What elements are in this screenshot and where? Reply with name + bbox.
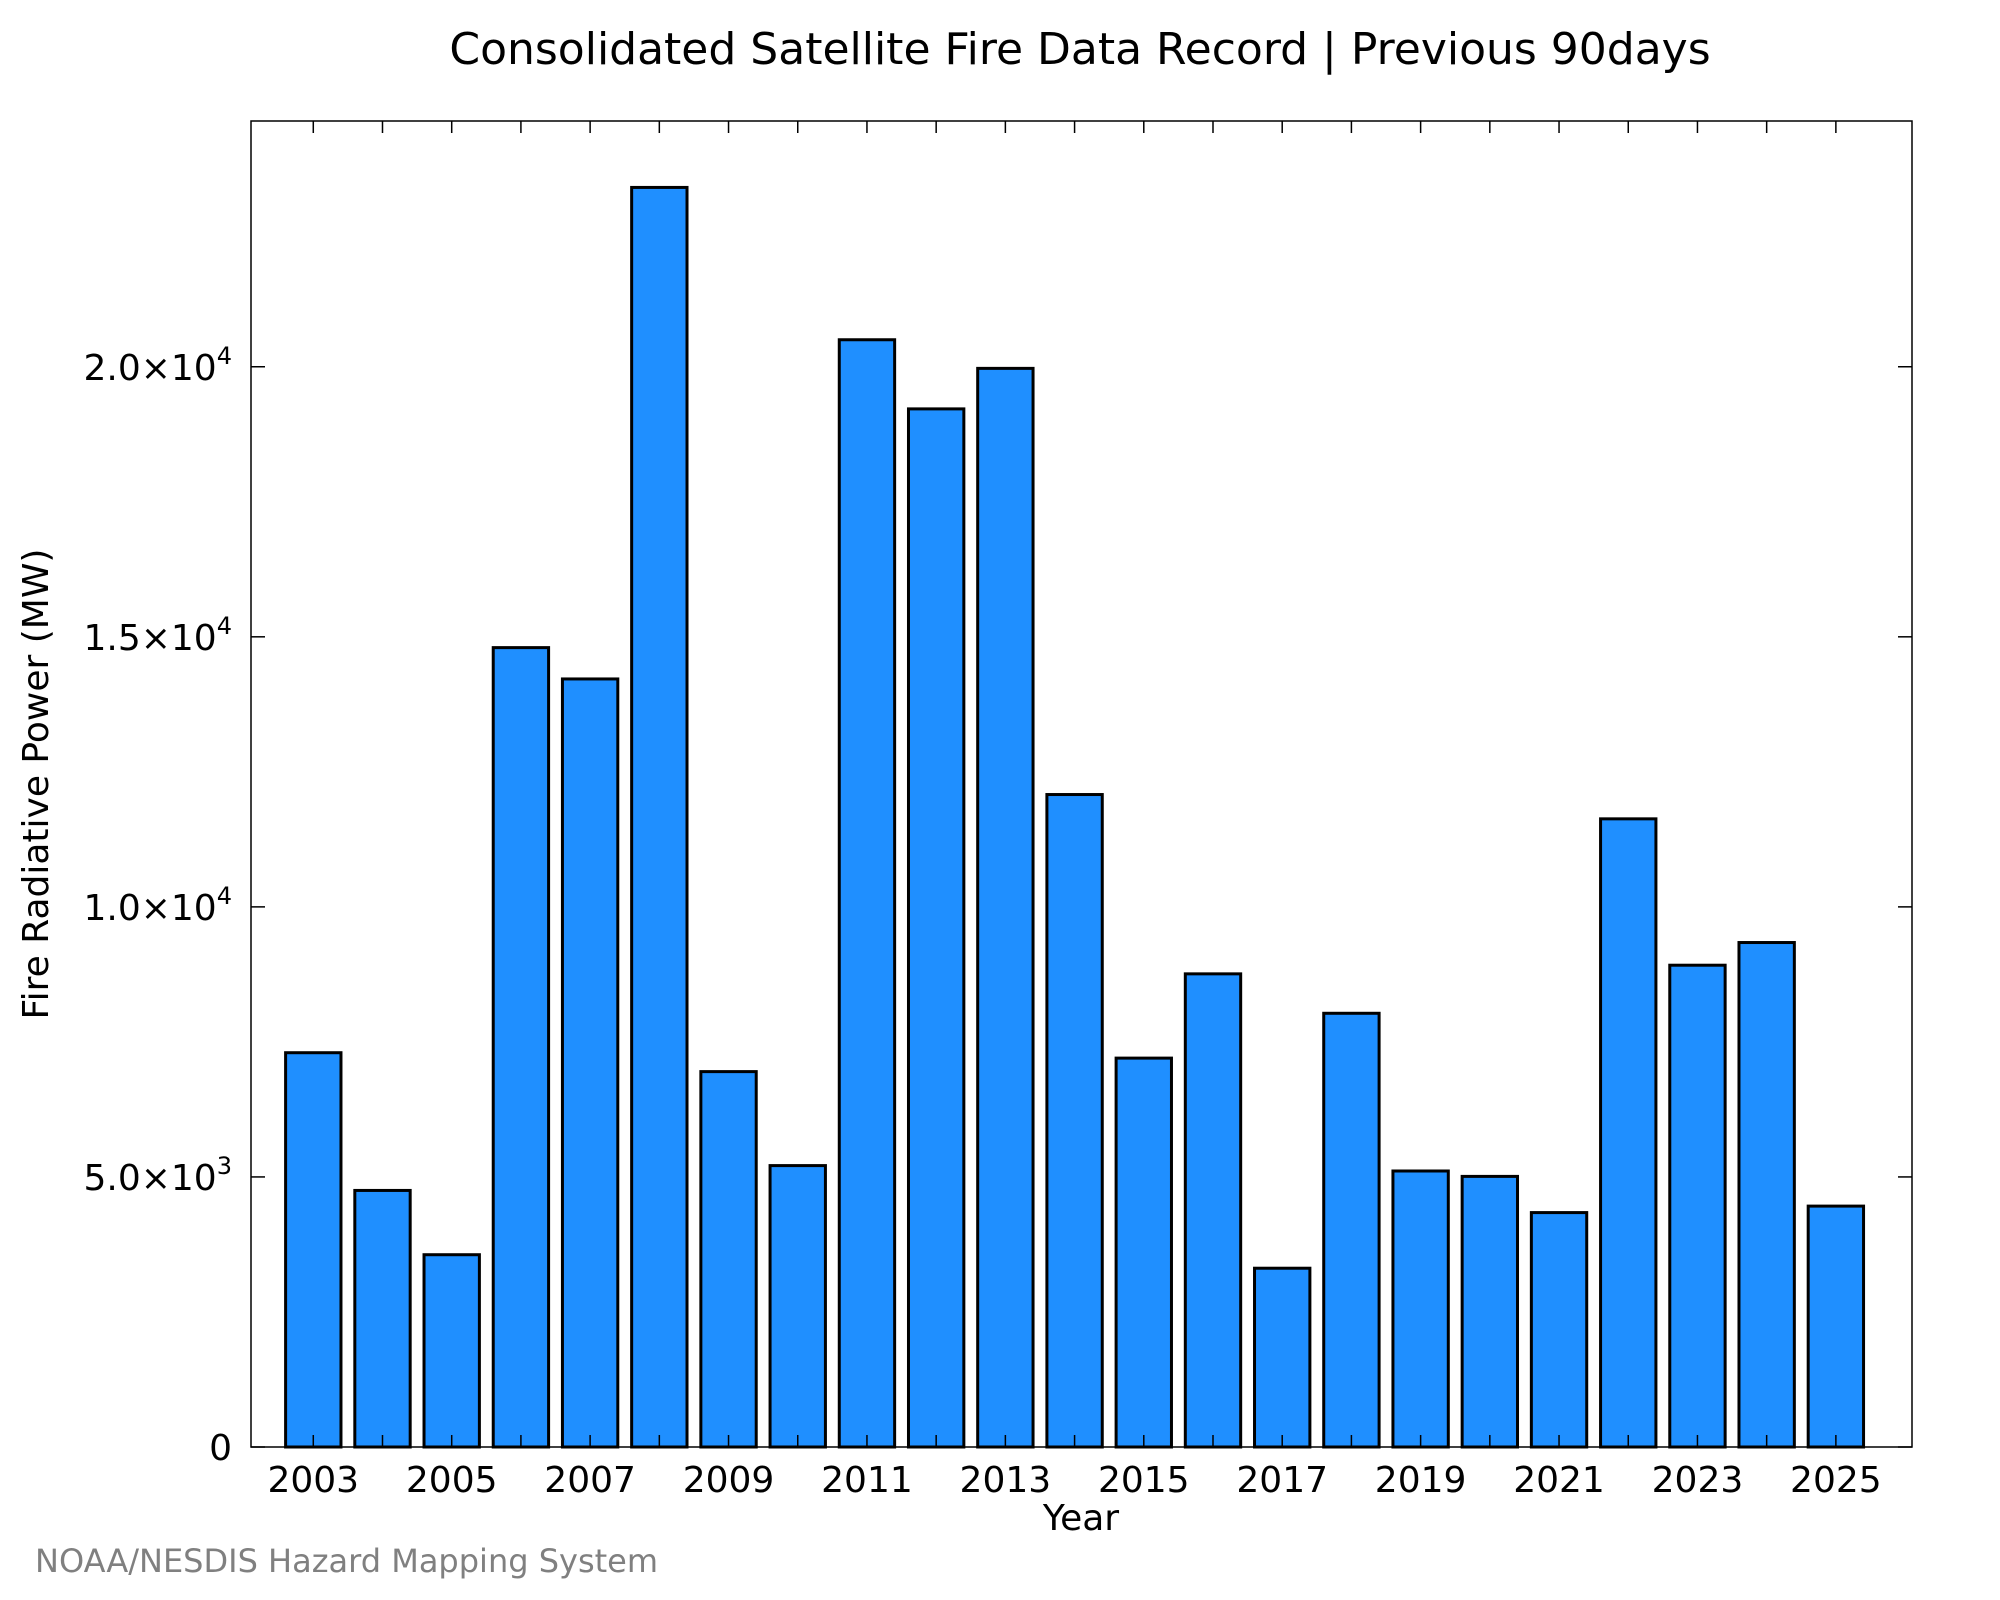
y-tick-label-10000: 1.0×104: [83, 882, 232, 929]
x-tick-label-2015: 2015: [1098, 1460, 1190, 1501]
bar-2016: [1183, 972, 1243, 1449]
bar-2009: [699, 1070, 758, 1449]
x-tick-label-2025: 2025: [1790, 1460, 1882, 1501]
x-axis-label: Year: [1042, 1498, 1119, 1539]
bar-2015: [1114, 1056, 1173, 1449]
bar-2021: [1529, 1211, 1589, 1449]
bar-2020: [1460, 1174, 1520, 1449]
bar-2023: [1668, 963, 1727, 1449]
x-tick-label-2013: 2013: [960, 1460, 1052, 1501]
x-tick-labels: 2003 2005 2007 2009 2011 2013 2015 2017 2019 2021…: [267, 1460, 1881, 1501]
y-tick-label-0: 0: [209, 1428, 232, 1469]
y-tick-label-15000: 1.5×104: [83, 612, 232, 659]
bar-2018: [1322, 1011, 1381, 1449]
y-tick-labels: 0 5.0×103 1.0×104 1.5×104 2.0×104: [83, 342, 232, 1469]
bar-2011: [837, 338, 897, 1449]
y-tick-label-20000: 2.0×104: [83, 342, 232, 389]
bar-2017: [1253, 1266, 1312, 1449]
x-tick-label-2017: 2017: [1236, 1460, 1328, 1501]
x-tick-label-2023: 2023: [1652, 1460, 1744, 1501]
x-tick-label-2021: 2021: [1513, 1460, 1605, 1501]
plot-frame: [250, 120, 1913, 1448]
bar-2005: [422, 1253, 481, 1449]
bar-2006: [491, 646, 551, 1449]
bar-2010: [768, 1164, 827, 1449]
bar-2008: [630, 185, 689, 1449]
bar-2004: [353, 1188, 412, 1449]
bar-2003: [284, 1051, 343, 1449]
bar-2014: [1045, 793, 1104, 1449]
bar-2022: [1599, 817, 1658, 1449]
x-tick-label-2007: 2007: [544, 1460, 636, 1501]
bar-2013: [976, 366, 1035, 1449]
credit-text: NOAA/NESDIS Hazard Mapping System: [35, 1542, 658, 1580]
bar-2024: [1737, 941, 1796, 1449]
y-axis-label: Fire Radiative Power (MW): [16, 549, 57, 1020]
bar-2012: [906, 407, 966, 1449]
bar-2007: [560, 677, 620, 1449]
bar-2025: [1806, 1204, 1866, 1449]
x-tick-label-2005: 2005: [406, 1460, 498, 1501]
bar-2019: [1391, 1169, 1450, 1449]
x-tick-label-2011: 2011: [821, 1460, 913, 1501]
bars-group: [284, 185, 1866, 1449]
y-tick-label-5000: 5.0×103: [83, 1152, 232, 1199]
chart-title: Consolidated Satellite Fire Data Record …: [449, 24, 1710, 75]
x-tick-label-2019: 2019: [1375, 1460, 1467, 1501]
x-tick-label-2003: 2003: [267, 1460, 359, 1501]
x-tick-label-2009: 2009: [683, 1460, 775, 1501]
